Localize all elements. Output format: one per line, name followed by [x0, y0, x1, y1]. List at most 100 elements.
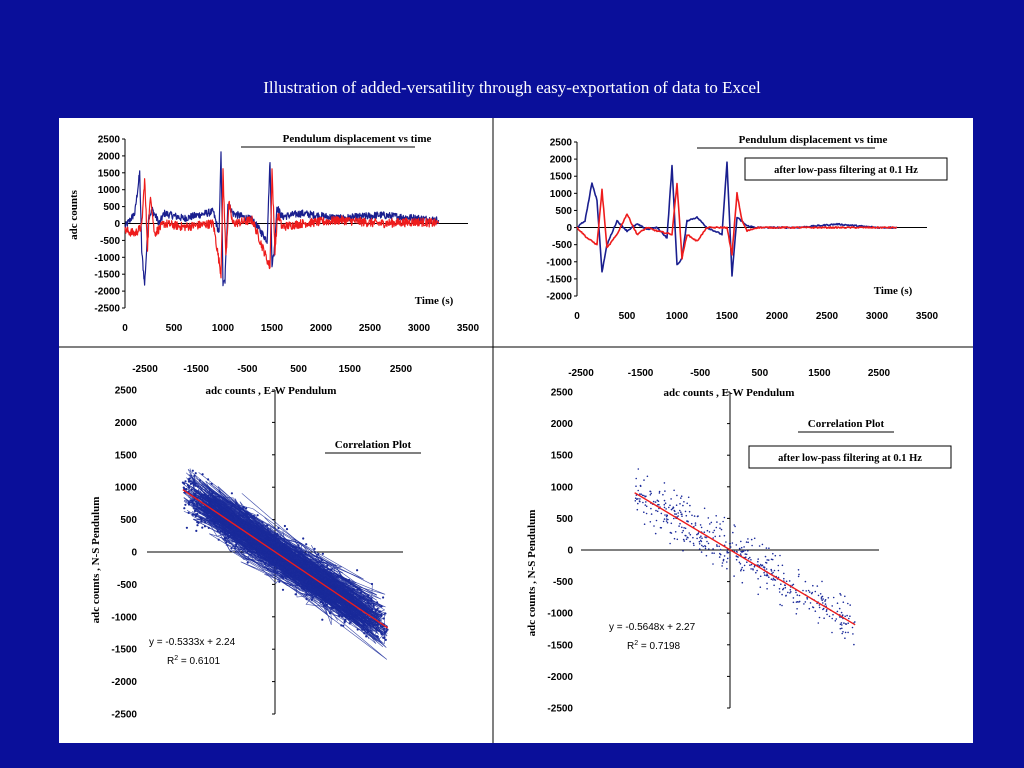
scatter-point	[847, 622, 849, 624]
scatter-point	[820, 598, 823, 600]
scatter-point	[740, 540, 742, 543]
scatter-point	[257, 522, 260, 525]
scatter-point	[774, 554, 777, 557]
scatter-point	[274, 558, 277, 561]
scatter-point	[822, 598, 824, 600]
scatter-point	[681, 526, 683, 529]
scatter-point	[718, 545, 720, 548]
scatter-point	[687, 496, 690, 499]
scatter-point	[217, 538, 220, 541]
scatter-point	[697, 532, 699, 535]
scatter-point	[673, 517, 675, 520]
chart2-subtitle: after low-pass filtering at 0.1 Hz	[774, 165, 918, 176]
scatter-point	[359, 597, 362, 600]
y-tick-label: 1000	[551, 482, 574, 493]
scatter-point	[773, 569, 776, 572]
scatter-point	[230, 529, 234, 532]
scatter-point	[307, 568, 310, 571]
y-tick-label: 500	[556, 514, 573, 525]
scatter-point	[841, 627, 843, 630]
scatter-point	[757, 558, 759, 560]
scatter-point	[268, 561, 271, 564]
scatter-point	[372, 602, 375, 605]
scatter-point	[654, 501, 657, 503]
scatter-point	[740, 568, 743, 571]
y-tick-label: -1000	[546, 257, 572, 268]
scatter-point	[307, 564, 310, 567]
scatter-point	[340, 588, 343, 591]
scatter-point	[784, 586, 787, 589]
scatter-point	[384, 612, 387, 615]
x-tick-label: -500	[690, 368, 710, 379]
scatter-point	[292, 559, 295, 562]
scatter-point	[259, 531, 262, 534]
x-tick-label: -1500	[628, 368, 654, 379]
scatter-point	[818, 604, 821, 606]
scatter-point	[217, 508, 221, 511]
scatter-point	[203, 493, 206, 496]
scatter-point	[320, 569, 323, 572]
x-tick-label: 1500	[716, 311, 739, 322]
scatter-point	[823, 617, 825, 619]
scatter-point	[699, 524, 702, 526]
scatter-point	[355, 599, 358, 602]
scatter-point	[676, 494, 678, 497]
scatter-point	[688, 532, 690, 534]
scatter-point	[852, 633, 854, 635]
scatter-point	[656, 499, 659, 502]
scatter-point	[831, 631, 833, 634]
scatter-point	[689, 540, 691, 543]
scatter-point	[191, 469, 194, 472]
x-tick-label: 2500	[390, 364, 413, 375]
scatter-point	[757, 560, 759, 563]
scatter-point	[779, 554, 781, 557]
scatter-point	[295, 555, 298, 558]
scatter-point	[827, 597, 830, 599]
scatter-point	[291, 569, 294, 572]
x-tick-label: -2500	[132, 364, 158, 375]
scatter-point	[182, 486, 185, 489]
scatter-point	[243, 547, 246, 550]
scatter-point	[726, 567, 728, 570]
scatter-point	[640, 493, 642, 496]
scatter-point	[315, 594, 318, 597]
scatter-point	[254, 529, 257, 532]
chart1-xlabel: Time (s)	[415, 295, 454, 307]
scatter-point	[663, 499, 666, 502]
scatter-point	[777, 576, 780, 579]
scatter-point	[193, 498, 196, 501]
scatter-point	[268, 542, 271, 545]
scatter-point	[380, 613, 383, 616]
scatter-point	[321, 618, 324, 621]
scatter-point	[798, 594, 801, 597]
scatter-point	[719, 523, 721, 525]
scatter-point	[750, 568, 752, 570]
scatter-point	[650, 492, 652, 495]
scatter-point	[822, 608, 824, 611]
scatter-point	[266, 524, 269, 527]
scatter-point	[698, 548, 701, 550]
scatter-point	[336, 587, 339, 590]
scatter-point	[254, 541, 257, 544]
scatter-point	[680, 497, 682, 499]
scatter-point	[351, 593, 355, 596]
scatter-point	[662, 493, 664, 496]
scatter-point	[825, 610, 828, 612]
scatter-point	[637, 468, 640, 470]
scatter-point	[741, 566, 743, 569]
scatter-point	[217, 501, 221, 504]
scatter-point	[215, 524, 218, 527]
scatter-point	[245, 533, 248, 536]
scatter-point	[205, 496, 208, 500]
scatter-point	[215, 505, 218, 508]
scatter-point	[817, 594, 820, 597]
scatter-point	[259, 556, 262, 559]
scatter-point	[310, 598, 313, 601]
scatter-point	[209, 504, 212, 507]
scatter-point	[685, 538, 688, 540]
scatter-point	[196, 504, 199, 507]
scatter-point	[188, 480, 191, 483]
scatter-point	[240, 525, 244, 528]
scatter-point	[359, 613, 362, 616]
scatter-point	[240, 546, 243, 549]
